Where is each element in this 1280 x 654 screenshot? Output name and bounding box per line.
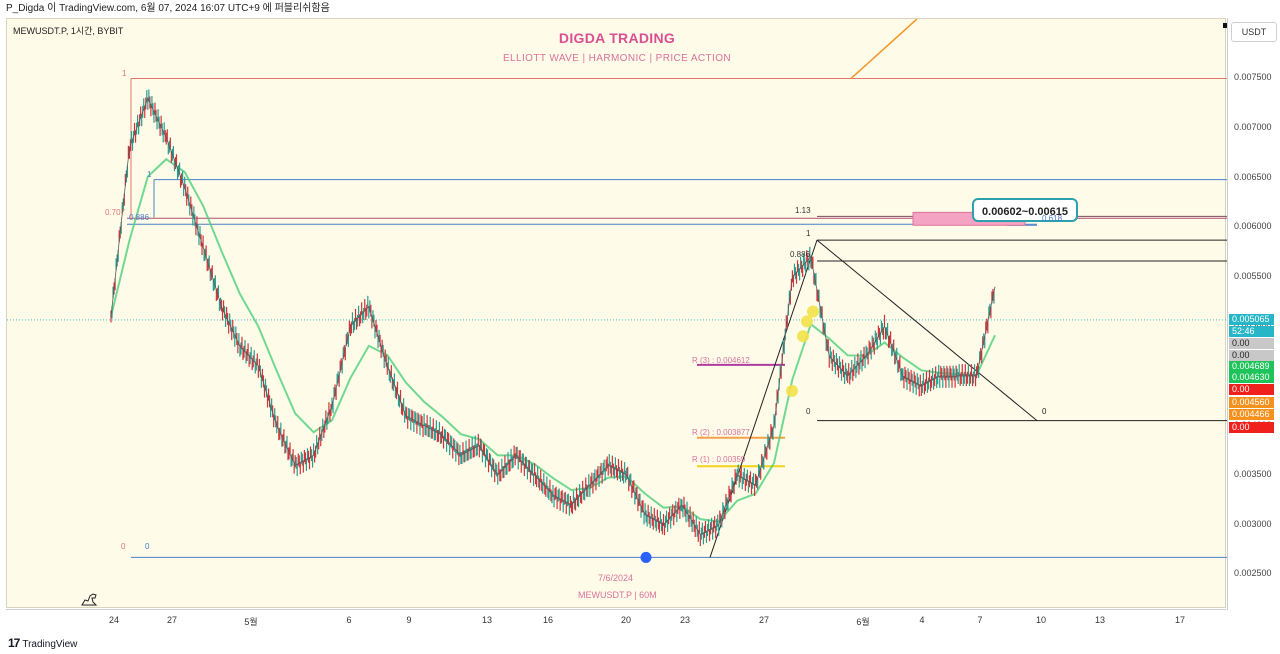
price-tick-label: 0.006000 [1234,221,1272,232]
unit-button[interactable]: USDT [1231,22,1277,42]
price-tick-label: 0.005500 [1234,270,1272,281]
publish-bar: P_Digda 이 TradingView.com, 6월 07, 2024 1… [0,0,1280,18]
time-tick-label: 5월 [244,617,258,627]
fib-label-0886: 0.886 [129,213,150,222]
time-tick-label: 27 [166,615,178,625]
trend-line-orange [850,19,918,80]
time-tick-label: 13 [1094,615,1106,625]
wave-line [709,239,818,558]
square-icon[interactable] [1223,23,1228,28]
price-badge: 0.004560 [1229,396,1274,408]
fib-label-right-0: 0 [1042,407,1047,416]
chart-area[interactable]: MEWUSDT.P, 1시간, BYBIT DIGDA TRADING ELLI… [6,18,1228,609]
fib-label-0707: 0.707 [105,208,126,217]
price-badge: 0.004466 [1229,408,1274,420]
price-line [110,97,996,536]
brand-subtitle: ELLIOTT WAVE | HARMONIC | PRICE ACTION [502,53,732,64]
time-tick-label: 9 [406,615,412,625]
wave-marker [807,305,819,318]
time-tick-label: 4 [919,615,925,625]
price-badge: 52:46 [1229,326,1274,338]
price-badge: 0.005065 [1229,313,1274,325]
wave-marker [786,384,798,397]
tradingview-logo[interactable]: 17 TradingView [8,636,77,650]
price-badge: 0.00 [1229,338,1274,350]
time-tick-label: 6월 [856,617,870,627]
time-tick-label: 27 [758,615,770,625]
ema-line [110,157,996,523]
fib-label-left-1b: 1 [147,170,152,179]
price-tick-label: 0.005000 [1234,320,1272,330]
fib-label-left-0b: 0 [145,542,150,551]
price-badge: 0.00 [1229,350,1274,362]
price-chart[interactable] [7,19,1227,609]
fib-label-small-0: 0 [806,407,811,416]
watermark-symbol: MEWUSDT.P | 60M [578,590,657,600]
fib-label-left-0: 0 [121,542,126,551]
time-tick-label: 20 [620,615,632,625]
time-tick-label: 23 [679,615,691,625]
price-badge: 0.004630 [1229,372,1274,384]
fib-label-left-1: 1 [122,69,127,78]
watermark-date: 7/6/2024 [598,573,634,583]
footer: 17 TradingView [0,631,1280,654]
tradingview-logo-text: TradingView [22,639,78,650]
resistance-label-r2: R (2) : 0.003877 [692,428,750,437]
price-tick-label: 0.007000 [1234,122,1272,133]
time-tick-label: 13 [481,615,493,625]
ticker-label: MEWUSDT.P, 1시간, BYBIT [13,26,124,36]
price-tick-label: 0.003000 [1234,518,1272,529]
price-badge: 0.004689 [1229,360,1274,372]
resistance-label-r1: R (1) : 0.00359 [692,455,746,464]
wave-marker [797,330,809,343]
wave-line [816,239,1038,421]
low-marker [640,551,652,563]
time-tick-label: 10 [1035,615,1047,625]
brand-title: DIGDA TRADING [558,30,676,46]
fib-label-113: 1.13 [795,206,811,215]
price-tick-label: 0.006500 [1234,171,1272,182]
resistance-label-r3: R (3) : 0.004612 [692,356,750,365]
price-tick-label: 0.003500 [1234,469,1272,480]
fib-label-0618: 0.618 [1042,214,1063,223]
time-tick-label: 24 [108,615,120,625]
time-tick-label: 7 [977,615,983,625]
price-badge: 0.00 [1229,384,1274,396]
publish-info-text: P_Digda 이 TradingView.com, 6월 07, 2024 1… [6,3,330,14]
time-axis[interactable]: 24 27 5월 6 9 13 16 20 23 27 6월 4 7 10 13 17 [6,609,1226,632]
wave-marker [801,315,813,328]
fib-label-right-1: 1 [806,229,811,238]
time-tick-label: 17 [1174,615,1186,625]
time-tick-label: 16 [542,615,554,625]
target-callout: 0.00602~0.00615 [972,198,1078,222]
price-tick-label: 0.002500 [1234,568,1272,579]
time-tick-label: 6 [346,615,352,625]
fib-label-right-0886: 0.886 [790,250,811,259]
price-badge: 0.00 [1229,421,1274,433]
price-tick-label: 0.007500 [1234,72,1272,83]
price-axis[interactable]: USDT 0.007500 0.007000 0.006500 0.006000 0.0… [1227,18,1280,610]
tradingview-logo-icon: 17 [8,636,20,650]
dino-icon [81,593,98,606]
